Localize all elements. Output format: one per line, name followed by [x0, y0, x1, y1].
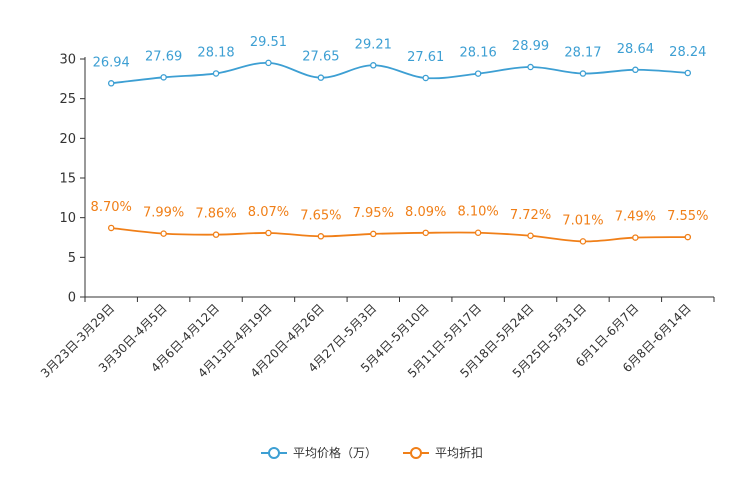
- data-label: 7.65%: [300, 208, 341, 223]
- data-point: [474, 229, 482, 236]
- series-layer: 26.94 27.69 28.18 29.51 27.65 29.21 27.61 28.16…: [91, 35, 708, 245]
- data-point: [107, 80, 115, 87]
- data-point: [684, 69, 692, 77]
- data-point: [632, 66, 639, 74]
- data-label: 8.07%: [248, 205, 289, 220]
- data-point: [370, 62, 377, 69]
- series-line: [111, 227, 688, 243]
- data-point: [527, 63, 534, 71]
- data-label: 28.17: [564, 46, 601, 61]
- data-label: 8.10%: [457, 205, 498, 220]
- y-tick-label: 0: [68, 291, 76, 306]
- data-label: 28.16: [460, 46, 497, 61]
- data-label: 29.21: [355, 37, 392, 52]
- data-label: 26.94: [93, 55, 130, 70]
- data-point: [317, 74, 325, 81]
- legend-item-price[interactable]: 平均价格（万）: [260, 444, 377, 461]
- legend-price-swatch: [260, 446, 287, 460]
- data-label: 28.64: [617, 42, 654, 57]
- data-label: 27.61: [407, 50, 444, 65]
- y-tick-label: 5: [68, 251, 76, 266]
- data-point: [317, 233, 325, 240]
- y-tick-label: 20: [59, 132, 76, 147]
- data-point: [370, 230, 377, 238]
- data-label: 7.01%: [562, 213, 603, 228]
- data-point: [527, 232, 534, 240]
- data-label: 8.70%: [91, 200, 132, 215]
- data-point: [212, 231, 220, 238]
- data-label: 7.72%: [510, 208, 551, 223]
- legend-discount-swatch: [403, 446, 429, 460]
- legend-discount-label: 平均折扣: [435, 446, 484, 460]
- data-point: [579, 238, 587, 245]
- data-point: [265, 229, 272, 237]
- data-label: 7.99%: [143, 206, 184, 221]
- y-tick-label: 25: [59, 92, 76, 107]
- data-label: 28.99: [512, 39, 549, 54]
- data-point: [579, 70, 587, 77]
- data-point: [212, 70, 220, 77]
- legend: 平均价格（万） 平均折扣: [0, 444, 744, 461]
- data-point: [474, 70, 482, 77]
- data-label: 29.51: [250, 35, 287, 50]
- data-label: 7.49%: [615, 210, 656, 225]
- data-label: 28.18: [197, 45, 234, 60]
- data-point: [107, 224, 115, 232]
- series-line: [111, 61, 688, 85]
- data-point: [160, 74, 167, 81]
- series-1: 8.70% 7.99% 7.86% 8.07% 7.65% 7.95% 8.09% 8.10%…: [91, 200, 708, 245]
- data-label: 8.09%: [405, 205, 446, 220]
- data-label: 7.55%: [667, 209, 708, 224]
- y-tick-label: 30: [59, 53, 76, 68]
- data-label: 7.95%: [353, 206, 394, 221]
- legend-price-label: 平均价格（万）: [292, 446, 377, 460]
- data-point: [422, 74, 429, 82]
- legend-item-discount[interactable]: 平均折扣: [403, 444, 483, 461]
- data-label: 28.24: [669, 45, 706, 60]
- data-label: 27.65: [302, 50, 339, 65]
- series-0: 26.94 27.69 28.18 29.51 27.65 29.21 27.61 28.16…: [93, 35, 706, 87]
- data-point: [160, 230, 167, 237]
- data-label: 7.86%: [195, 207, 236, 222]
- data-label: 27.69: [145, 49, 182, 64]
- y-tick-label: 10: [59, 211, 76, 226]
- data-point: [684, 233, 692, 241]
- data-point: [632, 234, 639, 241]
- y-tick-label: 15: [59, 172, 76, 187]
- data-point: [422, 229, 429, 237]
- data-point: [265, 59, 272, 67]
